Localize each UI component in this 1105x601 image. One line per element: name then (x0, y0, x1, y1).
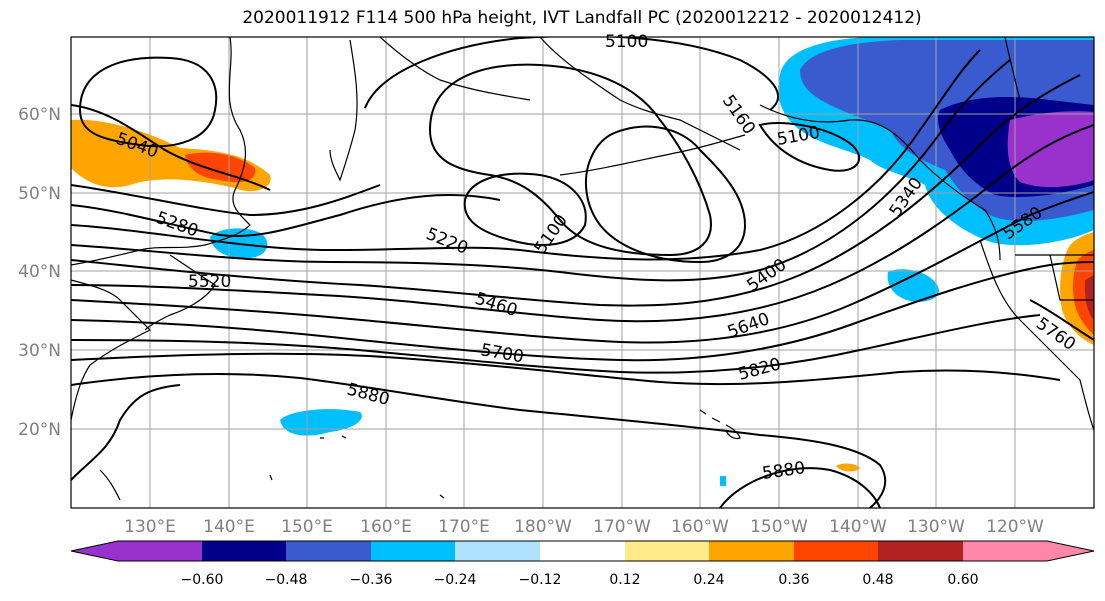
shade-alaska-purple (1007, 111, 1094, 188)
map-title: 2020011912 F114 500 hPa height, IVT Land… (242, 8, 922, 28)
contour-5760 (1029, 299, 1094, 341)
lon-tick: 130°E (124, 517, 176, 537)
lat-ticks: 60°N 50°N 40°N 30°N 20°N (18, 105, 61, 440)
lat-tick: 60°N (18, 105, 61, 125)
contour-5580 (71, 191, 1094, 344)
colorbar-swatch (878, 541, 963, 561)
colorbar-swatch (286, 541, 371, 561)
coast-alaska-west (539, 37, 741, 151)
colorbar-tick: 0.60 (947, 572, 978, 588)
colorbar-tick: −0.48 (265, 572, 308, 588)
coast-na-west (979, 239, 1094, 431)
colorbar-tick: −0.24 (434, 572, 477, 588)
contour-5880-west (71, 384, 181, 481)
contour-5880-south (71, 373, 887, 508)
colorbar-tick: 0.24 (693, 572, 724, 588)
lon-tick: 130°W (907, 517, 965, 537)
colorbar-tick: 0.12 (609, 572, 640, 588)
colorbar-tick: −0.36 (350, 572, 393, 588)
colorbar-tick: −0.12 (519, 572, 562, 588)
lat-tick: 30°N (18, 341, 61, 361)
lon-tick: 180°W (514, 517, 572, 537)
coast-korea-china (71, 279, 152, 421)
lon-tick: 140°W (829, 517, 887, 537)
coast-hawaii (699, 409, 741, 440)
lon-tick: 170°W (593, 517, 651, 537)
shade-pacific-blue (887, 269, 939, 302)
contour-5820 (71, 352, 1061, 386)
contour-5520 (71, 124, 1094, 323)
colorbar-swatch (71, 541, 202, 561)
shade-us-west-darkred (1084, 275, 1094, 320)
lon-tick: 120°W (986, 517, 1044, 537)
lon-tick: 170°E (438, 517, 490, 537)
colorbar-tick: 0.48 (862, 572, 893, 588)
lat-tick: 50°N (18, 184, 61, 204)
contour-label: 5100 (605, 32, 648, 52)
lon-tick: 160°E (360, 517, 412, 537)
contour-5340 (71, 49, 981, 261)
coast-tropic-islands (99, 435, 445, 501)
colorbar-swatches (71, 541, 1094, 561)
contour-5400 (71, 59, 1011, 282)
lat-tick: 40°N (18, 262, 61, 282)
colorbar-tick: 0.36 (778, 572, 809, 588)
contour-5280 (71, 194, 501, 237)
colorbar-swatch (540, 541, 625, 561)
contour-5100-ak (758, 122, 861, 172)
contour-5100-top (364, 37, 780, 111)
colorbar-swatch (202, 541, 286, 561)
lon-tick: 150°W (750, 517, 808, 537)
shade-nw-red (185, 152, 256, 183)
colorbar-tick: −0.60 (181, 572, 224, 588)
contour-low-nw (78, 56, 218, 148)
colorbar-swatch (794, 541, 878, 561)
contour-low-center (463, 172, 587, 246)
height-contours (71, 37, 1094, 508)
contour-5880-box (719, 467, 881, 508)
coast-na-borders (1004, 37, 1094, 301)
coast-aleutians (559, 134, 746, 176)
colorbar-swatch (371, 541, 455, 561)
shade-hawaii-east-orange (836, 463, 860, 472)
contour-label: 5520 (188, 272, 231, 292)
coast-kamchatka (329, 39, 358, 182)
contour-loop-center (428, 63, 712, 257)
contour-5040 (71, 104, 271, 191)
coast-siberia-east (379, 37, 531, 101)
lon-tick: 140°E (203, 517, 255, 537)
colorbar-swatch (625, 541, 709, 561)
colorbar-outline (70, 540, 1095, 562)
lon-ticks: 130°E 140°E 150°E 160°E 170°E 180°W 170°… (124, 517, 1044, 537)
colorbar-ticks: −0.60 −0.48 −0.36 −0.24 −0.12 0.12 0.24 … (181, 572, 979, 588)
contour-5220 (71, 184, 381, 217)
lat-tick: 20°N (18, 420, 61, 440)
contour-5700 (71, 314, 1041, 374)
lon-tick: 160°W (671, 517, 729, 537)
map-border (70, 36, 1095, 509)
shade-hawaii-blue (720, 476, 726, 486)
colorbar-swatch (709, 541, 794, 561)
colorbar-swatch (455, 541, 540, 561)
contour-5640 (71, 261, 1094, 362)
contour-5460 (71, 74, 1081, 307)
contour-5160 (584, 125, 747, 264)
lon-tick: 150°E (281, 517, 333, 537)
colorbar-swatch (963, 541, 1094, 561)
colorbar: −0.60 −0.48 −0.36 −0.24 −0.12 0.12 0.24 … (70, 540, 1095, 588)
